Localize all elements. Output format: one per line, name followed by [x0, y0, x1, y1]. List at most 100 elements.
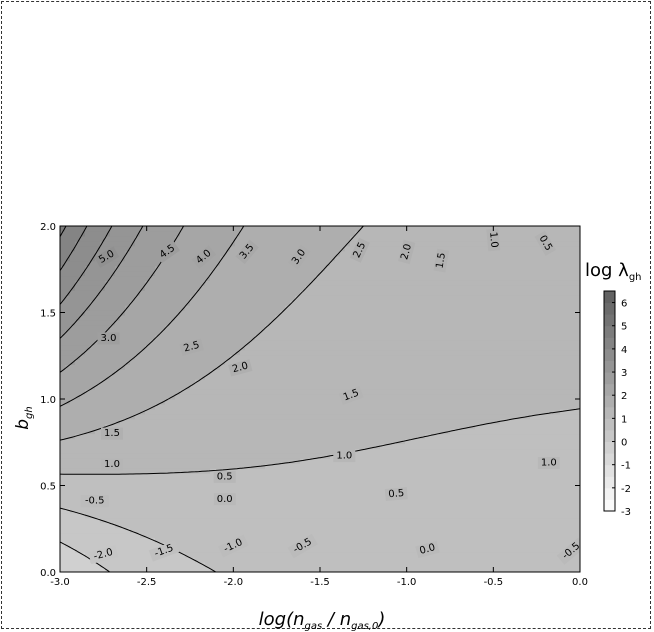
- fill-cell: [340, 478, 346, 484]
- fill-cell: [370, 374, 376, 380]
- fill-cell: [70, 384, 76, 390]
- fill-cell: [85, 354, 91, 361]
- fill-cell: [180, 369, 186, 375]
- fill-cell: [90, 384, 96, 390]
- fill-cell: [190, 517, 196, 524]
- fill-cell: [395, 334, 401, 341]
- fill-cell: [370, 344, 376, 351]
- fill-cell: [180, 399, 186, 405]
- fill-cell: [140, 512, 146, 519]
- fill-cell: [165, 314, 171, 321]
- fill-cell: [85, 438, 91, 445]
- fill-cell: [290, 399, 296, 405]
- fill-cell: [260, 527, 266, 534]
- fill-cell: [245, 394, 251, 400]
- fill-cell: [300, 517, 306, 524]
- fill-cell: [405, 438, 411, 445]
- fill-cell: [170, 384, 176, 390]
- fill-cell: [80, 458, 86, 464]
- fill-cell: [410, 492, 416, 499]
- fill-cell: [365, 478, 371, 484]
- fill-cell: [105, 418, 111, 425]
- fill-cell: [385, 394, 391, 400]
- fill-cell: [235, 235, 241, 242]
- fill-cell: [340, 487, 346, 494]
- fill-cell: [130, 319, 136, 326]
- fill-cell: [390, 497, 396, 504]
- fill-cell: [325, 300, 331, 306]
- fill-cell: [175, 226, 181, 232]
- fill-cell: [345, 250, 351, 257]
- fill-cell: [340, 473, 346, 479]
- fill-cell: [370, 379, 376, 385]
- fill-cell: [275, 265, 281, 272]
- fill-cell: [180, 483, 186, 489]
- fill-cell: [280, 255, 286, 262]
- fill-cell: [365, 384, 371, 390]
- fill-cell: [130, 310, 136, 316]
- fill-cell: [210, 300, 216, 306]
- fill-cell: [80, 557, 86, 563]
- fill-cell: [215, 557, 221, 563]
- fill-cell: [80, 478, 86, 484]
- fill-cell: [90, 448, 96, 454]
- fill-cell: [320, 399, 326, 405]
- fill-cell: [130, 418, 136, 425]
- fill-cell: [190, 453, 196, 459]
- fill-cell: [205, 319, 211, 326]
- fill-cell: [355, 542, 361, 548]
- fill-cell: [180, 250, 186, 257]
- fill-cell: [80, 290, 86, 296]
- fill-cell: [370, 359, 376, 365]
- fill-cell: [100, 240, 106, 247]
- fill-cell: [210, 389, 216, 395]
- fill-cell: [155, 483, 161, 489]
- fill-cell: [215, 334, 221, 341]
- fill-cell: [325, 512, 331, 519]
- fill-cell: [220, 240, 226, 247]
- fill-cell: [365, 463, 371, 469]
- fill-cell: [320, 567, 326, 572]
- fill-cell: [100, 537, 106, 543]
- fill-cell: [235, 487, 241, 494]
- fill-cell: [255, 255, 261, 262]
- fill-cell: [90, 403, 96, 410]
- fill-cell: [260, 319, 266, 326]
- fill-cell: [60, 290, 66, 296]
- fill-cell: [110, 408, 116, 415]
- fill-cell: [360, 428, 366, 435]
- fill-cell: [260, 226, 266, 232]
- fill-cell: [95, 240, 101, 247]
- fill-cell: [85, 408, 91, 415]
- fill-cell: [390, 265, 396, 272]
- fill-cell: [260, 532, 266, 538]
- fill-cell: [250, 324, 256, 331]
- fill-cell: [150, 542, 156, 548]
- fill-cell: [175, 285, 181, 291]
- fill-cell: [290, 324, 296, 331]
- fill-cell: [230, 374, 236, 380]
- fill-cell: [320, 374, 326, 380]
- fill-cell: [180, 473, 186, 479]
- fill-cell: [385, 453, 391, 459]
- fill-cell: [255, 319, 261, 326]
- fill-cell: [155, 562, 161, 568]
- fill-cell: [70, 235, 76, 242]
- fill-cell: [210, 384, 216, 390]
- fill-cell: [60, 240, 66, 247]
- fill-cell: [145, 250, 151, 257]
- fill-cell: [410, 374, 416, 380]
- fill-cell: [395, 423, 401, 430]
- fill-cell: [180, 567, 186, 572]
- fill-cell: [225, 235, 231, 242]
- fill-cell: [365, 487, 371, 494]
- fill-cell: [95, 473, 101, 479]
- fill-cell: [160, 517, 166, 524]
- fill-cell: [125, 349, 131, 356]
- fill-cell: [110, 364, 116, 370]
- fill-cell: [355, 339, 361, 346]
- fill-cell: [340, 305, 346, 311]
- fill-cell: [290, 349, 296, 356]
- fill-cell: [250, 562, 256, 568]
- fill-cell: [210, 305, 216, 311]
